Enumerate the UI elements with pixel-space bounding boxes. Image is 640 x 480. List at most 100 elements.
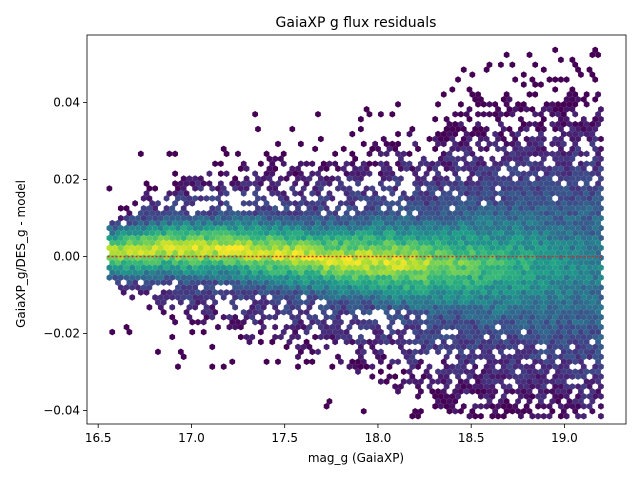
hexbin-cell	[475, 209, 481, 217]
hexbin-cell	[549, 219, 556, 227]
hexbin-cell	[560, 279, 567, 286]
hexbin-cell	[540, 333, 547, 341]
hexbin-cell	[535, 403, 541, 410]
hexbin-cell	[177, 259, 184, 267]
hexbin-cell	[366, 209, 373, 217]
hexbin-cell	[446, 150, 453, 158]
hexbin-cell	[435, 318, 441, 326]
hexbin-cell	[569, 86, 576, 93]
hexbin-cell	[360, 170, 367, 177]
hexbin-cell	[240, 269, 247, 276]
hexbin-cell	[486, 388, 493, 395]
hexbin-cell	[443, 294, 450, 301]
hexbin-cell	[275, 190, 281, 197]
hexbin-cell	[300, 185, 307, 192]
hexbin-cell	[369, 363, 376, 370]
hexbin-cell	[452, 368, 459, 375]
hexbin-cell	[252, 308, 258, 316]
hexbin-cell	[375, 323, 381, 331]
hexbin-cell	[438, 254, 444, 262]
hexbin-cell	[580, 234, 587, 242]
hexbin-cell	[589, 170, 596, 177]
hexbin-cell	[349, 299, 356, 306]
hexbin-cell	[163, 224, 170, 232]
hexbin-cell	[352, 274, 359, 281]
hexbin-cell	[189, 229, 196, 237]
hexbin-cell	[540, 125, 547, 133]
hexbin-cell	[280, 328, 287, 336]
hexbin-cell	[598, 383, 604, 390]
hexbin-cell	[266, 274, 273, 281]
hexbin-cell	[209, 313, 216, 321]
hexbin-cell	[560, 200, 567, 207]
hexbin-cell	[543, 170, 550, 177]
hexbin-cell	[569, 205, 576, 212]
hexbin-cell	[480, 130, 487, 138]
hexbin-cell	[572, 407, 579, 415]
hexbin-cell	[512, 155, 519, 163]
hexbin-cell	[503, 308, 510, 316]
hexbin-cell	[443, 125, 450, 133]
hexbin-cell	[263, 358, 270, 366]
hexbin-cell	[206, 180, 213, 187]
hexbin-cell	[469, 328, 476, 336]
hexbin-cell	[375, 214, 381, 222]
hexbin-cell	[143, 269, 150, 276]
hexbin-cell	[395, 101, 401, 108]
hexbin-cell	[520, 289, 527, 296]
hexbin-cell	[446, 299, 453, 306]
hexbin-cell	[572, 110, 579, 118]
hexbin-cell	[283, 304, 290, 311]
hexbin-cell	[378, 170, 384, 177]
hexbin-cell	[303, 338, 310, 346]
hexbin-cell	[386, 363, 393, 370]
hexbin-cell	[460, 284, 467, 291]
hexbin-cell	[452, 289, 459, 296]
hexbin-cell	[263, 259, 270, 267]
hexbin-cell	[529, 274, 536, 281]
hexbin-cell	[358, 244, 364, 252]
hexbin-cell	[169, 244, 176, 252]
hexbin-cell	[306, 224, 313, 232]
hexbin-cell	[452, 259, 459, 267]
hexbin-cell	[492, 299, 499, 306]
hexbin-cell	[172, 249, 178, 257]
hexbin-cell	[595, 219, 601, 227]
hexbin-cell	[595, 170, 601, 177]
hexbin-cell	[440, 338, 447, 346]
hexbin-cell	[186, 313, 193, 321]
hexbin-cell	[523, 125, 530, 133]
hexbin-cell	[506, 125, 513, 133]
hexbin-cell	[563, 115, 570, 123]
hexbin-cell	[275, 209, 281, 217]
hexbin-cell	[217, 229, 224, 237]
hexbin-cell	[175, 294, 181, 301]
hexbin-cell	[415, 145, 421, 153]
hexbin-cell	[580, 175, 587, 182]
hexbin-cell	[326, 289, 333, 296]
hexbin-cell	[332, 308, 339, 316]
hexbin-cell	[286, 200, 293, 207]
hexbin-cell	[475, 388, 481, 395]
hexbin-cell	[375, 353, 381, 361]
hexbin-cell	[309, 358, 316, 366]
hexbin-cell	[463, 249, 470, 257]
hexbin-cell	[246, 269, 253, 276]
hexbin-cell	[560, 101, 567, 108]
hexbin-cell	[278, 244, 284, 252]
hexbin-cell	[358, 224, 364, 232]
hexbin-cell	[558, 353, 564, 361]
hexbin-cell	[558, 313, 564, 321]
hexbin-cell	[112, 234, 118, 242]
hexbin-cell	[569, 383, 576, 390]
hexbin-cell	[426, 195, 433, 202]
hexbin-cell	[378, 328, 384, 336]
hexbin-cell	[435, 289, 441, 296]
hexbin-cell	[540, 244, 547, 252]
hexbin-cell	[406, 219, 413, 227]
hexbin-cell	[580, 304, 587, 311]
hexbin-cell	[495, 412, 501, 420]
hexbin-cell	[560, 388, 567, 395]
hexbin-cell	[203, 284, 210, 291]
hexbin-cell	[140, 264, 147, 271]
